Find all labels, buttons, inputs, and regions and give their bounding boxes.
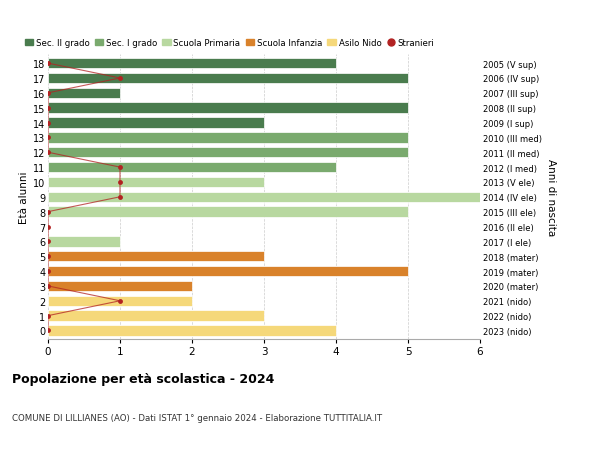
Y-axis label: Età alunni: Età alunni — [19, 171, 29, 224]
Y-axis label: Anni di nascita: Anni di nascita — [545, 159, 556, 236]
Bar — [48, 325, 336, 336]
Text: COMUNE DI LILLIANES (AO) - Dati ISTAT 1° gennaio 2024 - Elaborazione TUTTITALIA.: COMUNE DI LILLIANES (AO) - Dati ISTAT 1°… — [12, 413, 382, 422]
Bar — [48, 281, 192, 291]
Bar — [48, 133, 408, 143]
Bar — [48, 89, 120, 99]
Legend: Sec. II grado, Sec. I grado, Scuola Primaria, Scuola Infanzia, Asilo Nido, Stran: Sec. II grado, Sec. I grado, Scuola Prim… — [25, 39, 434, 48]
Bar — [48, 103, 408, 114]
Bar — [48, 118, 264, 129]
Bar — [48, 237, 120, 247]
Bar — [48, 192, 480, 202]
Bar — [48, 266, 408, 277]
Bar — [48, 73, 408, 84]
Bar — [48, 177, 264, 188]
Bar — [48, 296, 192, 306]
Bar — [48, 311, 264, 321]
Text: Popolazione per età scolastica - 2024: Popolazione per età scolastica - 2024 — [12, 372, 274, 385]
Bar — [48, 162, 336, 173]
Bar — [48, 148, 408, 158]
Bar — [48, 252, 264, 262]
Bar — [48, 207, 408, 218]
Bar — [48, 59, 336, 69]
